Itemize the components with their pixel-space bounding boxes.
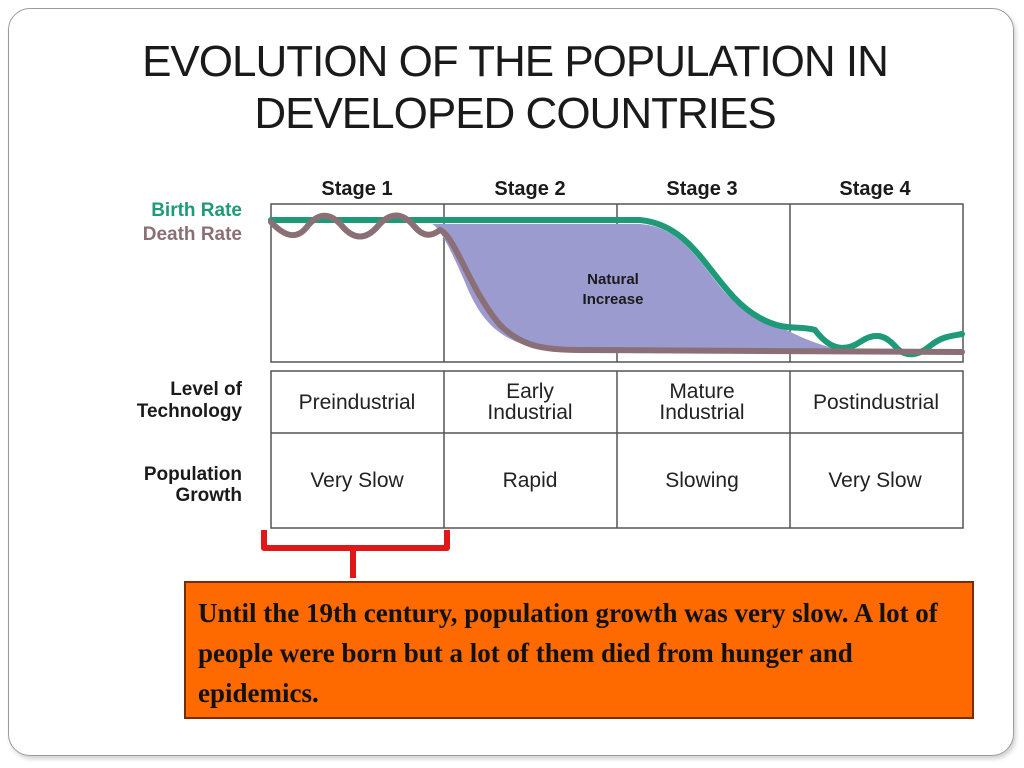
growth-cell-4: Very Slow [828,469,922,492]
stage-3-header: Stage 3 [666,178,737,200]
stage-4-header: Stage 4 [839,178,911,200]
technology-cell-4: Postindustrial [813,391,939,414]
growth-cell-2: Rapid [503,469,558,492]
birth-rate-curve [268,217,965,358]
death-rate-label: Death Rate [143,224,242,245]
stage-1-header: Stage 1 [321,178,392,200]
technology-cell-1: Preindustrial [299,391,416,414]
natural-increase-label-1: Natural [587,271,639,288]
technology-row-label-2: Technology [137,401,243,422]
technology-cell-3-line-2: Industrial [659,401,744,424]
slide-title: EVOLUTION OF THE POPULATION IN DEVELOPED… [100,36,930,140]
growth-row-label-1: Population [144,464,242,485]
note-box: Until the 19th century, population growt… [184,581,974,719]
stage-1-bracket [261,530,450,578]
birth-rate-label: Birth Rate [151,200,242,221]
technology-cell-2-line-2: Industrial [487,401,572,424]
death-rate-curve [268,212,965,355]
natural-increase-label-2: Increase [583,291,644,308]
technology-cell-2-line-1: Early [506,380,554,403]
growth-cell-3: Slowing [665,469,739,492]
natural-increase-area [432,224,840,352]
technology-cell-3-line-1: Mature [669,380,734,403]
slide-frame [8,8,1014,756]
title-line-2: DEVELOPED COUNTRIES [254,89,776,138]
technology-row-label-1: Level of [170,379,242,400]
title-line-1: EVOLUTION OF THE POPULATION IN [142,37,889,86]
growth-row-label-2: Growth [176,485,243,506]
stage-2-header: Stage 2 [494,178,565,200]
growth-cell-1: Very Slow [310,469,404,492]
